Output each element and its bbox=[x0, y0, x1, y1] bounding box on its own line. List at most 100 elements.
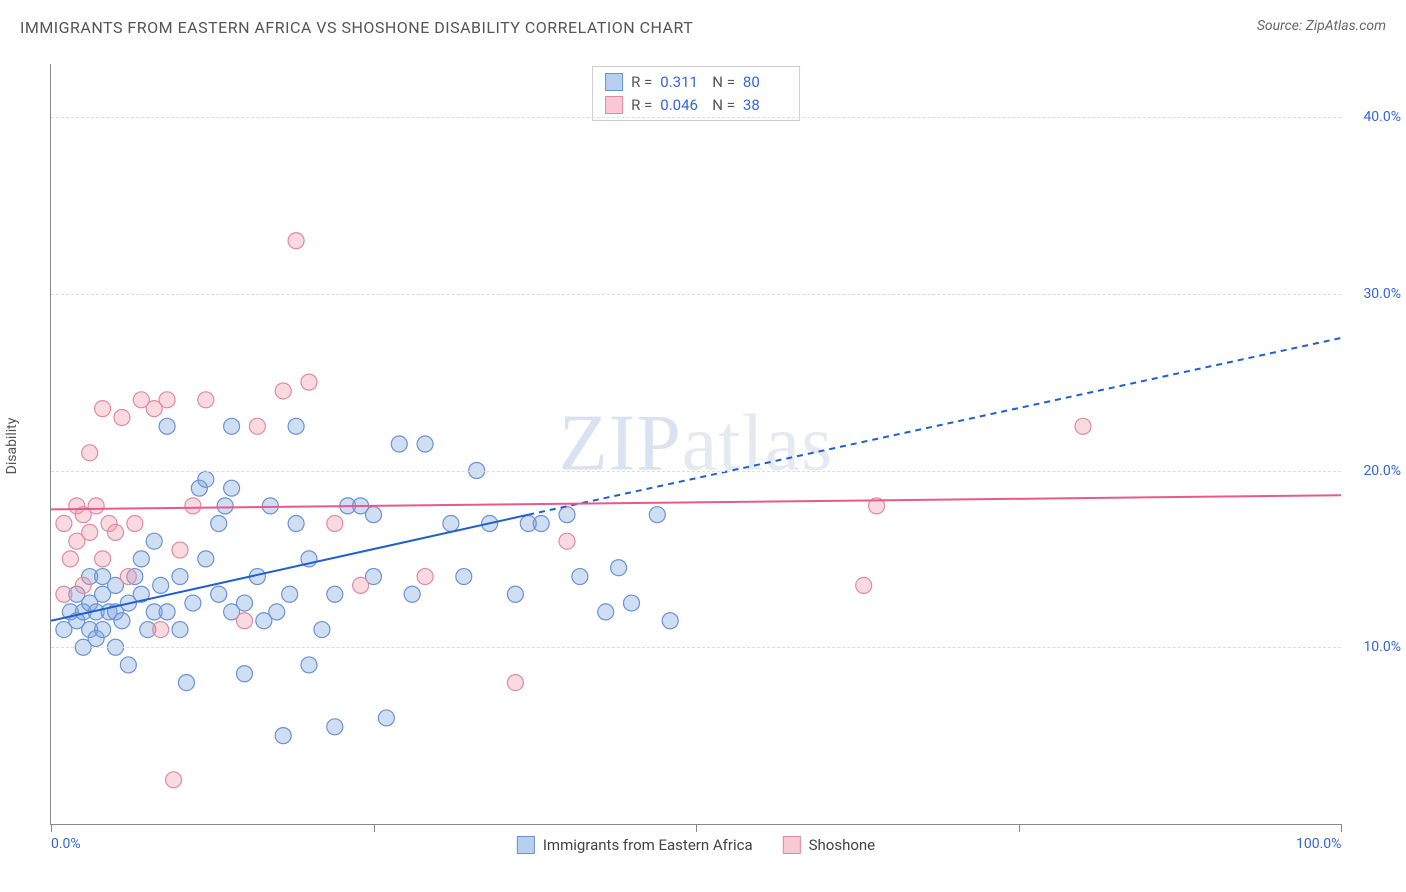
scatter-point bbox=[237, 666, 253, 682]
scatter-point bbox=[82, 445, 98, 461]
trend-line-dashed bbox=[528, 338, 1341, 515]
scatter-point bbox=[288, 516, 304, 532]
stat-n-label: N = bbox=[712, 94, 735, 117]
gridline-h bbox=[51, 647, 1341, 648]
y-tick-label: 40.0% bbox=[1351, 109, 1401, 125]
scatter-point bbox=[456, 569, 472, 585]
scatter-point bbox=[172, 542, 188, 558]
stat-n-label: N = bbox=[712, 71, 735, 94]
scatter-point bbox=[559, 533, 575, 549]
scatter-point bbox=[598, 604, 614, 620]
stat-n-value: 38 bbox=[743, 94, 787, 117]
scatter-point bbox=[211, 586, 227, 602]
stats-row: R =0.046N =38 bbox=[605, 94, 787, 117]
stats-row: R = 0.311 N = 80 bbox=[605, 71, 787, 94]
scatter-point bbox=[366, 507, 382, 523]
plot-area: ZIPatlas R =0.311N =80R =0.046N =38 Immi… bbox=[50, 64, 1341, 825]
scatter-point bbox=[108, 524, 124, 540]
y-axis-label: Disability bbox=[4, 418, 20, 475]
y-tick-label: 30.0% bbox=[1351, 286, 1401, 302]
scatter-point bbox=[185, 498, 201, 514]
swatch-icon bbox=[605, 96, 623, 114]
scatter-point bbox=[572, 569, 588, 585]
scatter-point bbox=[559, 507, 575, 523]
scatter-point bbox=[443, 516, 459, 532]
scatter-point bbox=[95, 622, 111, 638]
scatter-point bbox=[166, 772, 182, 788]
x-tick bbox=[51, 824, 52, 832]
scatter-point bbox=[217, 498, 233, 514]
scatter-point bbox=[301, 374, 317, 390]
scatter-point bbox=[178, 675, 194, 691]
scatter-point bbox=[327, 516, 343, 532]
scatter-point bbox=[288, 418, 304, 434]
source-label: Source: ZipAtlas.com bbox=[1257, 18, 1386, 34]
scatter-point bbox=[1075, 418, 1091, 434]
x-tick bbox=[1341, 824, 1342, 832]
scatter-point bbox=[856, 577, 872, 593]
scatter-point bbox=[172, 622, 188, 638]
scatter-point bbox=[224, 480, 240, 496]
scatter-point bbox=[314, 622, 330, 638]
scatter-point bbox=[114, 409, 130, 425]
x-tick bbox=[696, 824, 697, 832]
scatter-point bbox=[282, 586, 298, 602]
scatter-point bbox=[75, 577, 91, 593]
scatter-point bbox=[88, 498, 104, 514]
scatter-point bbox=[114, 613, 130, 629]
scatter-point bbox=[120, 657, 136, 673]
stat-r-label: R = bbox=[631, 94, 652, 117]
scatter-point bbox=[662, 613, 678, 629]
legend-label: Shoshone bbox=[809, 836, 876, 854]
scatter-point bbox=[275, 383, 291, 399]
scatter-point bbox=[95, 401, 111, 417]
scatter-point bbox=[507, 586, 523, 602]
scatter-point bbox=[353, 577, 369, 593]
x-tick-label: 0.0% bbox=[51, 836, 81, 852]
scatter-point bbox=[417, 436, 433, 452]
scatter-point bbox=[327, 586, 343, 602]
chart-title: IMMIGRANTS FROM EASTERN AFRICA VS SHOSHO… bbox=[20, 18, 693, 37]
swatch-icon bbox=[517, 836, 535, 854]
scatter-point bbox=[249, 418, 265, 434]
scatter-point bbox=[211, 516, 227, 532]
x-tick bbox=[1019, 824, 1020, 832]
y-tick-label: 20.0% bbox=[1351, 463, 1401, 479]
scatter-point bbox=[198, 551, 214, 567]
swatch-icon bbox=[605, 73, 623, 91]
scatter-point bbox=[262, 498, 278, 514]
stat-n-value: 80 bbox=[743, 71, 787, 94]
source-prefix: Source: bbox=[1257, 18, 1306, 34]
scatter-point bbox=[159, 604, 175, 620]
scatter-point bbox=[198, 471, 214, 487]
x-tick bbox=[374, 824, 375, 832]
scatter-point bbox=[649, 507, 665, 523]
scatter-point bbox=[62, 551, 78, 567]
chart-svg bbox=[51, 64, 1341, 824]
scatter-point bbox=[327, 719, 343, 735]
scatter-point bbox=[611, 560, 627, 576]
scatter-point bbox=[95, 551, 111, 567]
stat-r-value: 0.311 bbox=[660, 71, 704, 94]
scatter-point bbox=[288, 233, 304, 249]
gridline-h bbox=[51, 471, 1341, 472]
stat-r-label: R = bbox=[631, 71, 652, 94]
scatter-point bbox=[391, 436, 407, 452]
scatter-point bbox=[198, 392, 214, 408]
scatter-point bbox=[275, 728, 291, 744]
trend-line bbox=[51, 495, 1341, 509]
scatter-point bbox=[82, 524, 98, 540]
bottom-legend: Immigrants from Eastern AfricaShoshone bbox=[517, 836, 875, 854]
scatter-point bbox=[127, 516, 143, 532]
scatter-point bbox=[404, 586, 420, 602]
gridline-h bbox=[51, 117, 1341, 118]
scatter-point bbox=[237, 595, 253, 611]
scatter-point bbox=[159, 392, 175, 408]
scatter-point bbox=[159, 418, 175, 434]
scatter-point bbox=[153, 577, 169, 593]
scatter-point bbox=[301, 657, 317, 673]
scatter-point bbox=[224, 418, 240, 434]
scatter-point bbox=[172, 569, 188, 585]
scatter-point bbox=[237, 613, 253, 629]
y-tick-label: 10.0% bbox=[1351, 639, 1401, 655]
